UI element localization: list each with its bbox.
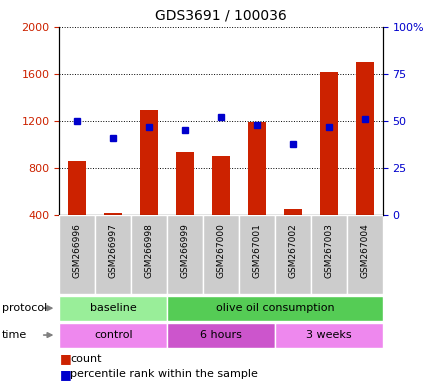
Bar: [275, 215, 311, 294]
Text: ■: ■: [59, 368, 71, 381]
Text: olive oil consumption: olive oil consumption: [216, 303, 334, 313]
Text: 6 hours: 6 hours: [200, 330, 242, 340]
Text: count: count: [70, 354, 102, 364]
Text: GSM266997: GSM266997: [109, 223, 118, 278]
Bar: [167, 215, 203, 294]
Title: GDS3691 / 100036: GDS3691 / 100036: [155, 9, 287, 23]
Text: 3 weeks: 3 weeks: [306, 330, 352, 340]
Text: ■: ■: [59, 353, 71, 366]
Text: GSM267002: GSM267002: [289, 223, 297, 278]
Bar: [59, 215, 95, 294]
Bar: [248, 122, 266, 215]
Bar: [140, 110, 158, 215]
Bar: [104, 213, 122, 215]
Bar: [59, 323, 167, 348]
Text: GSM267004: GSM267004: [360, 223, 369, 278]
Bar: [167, 296, 383, 321]
Bar: [212, 156, 230, 215]
Bar: [275, 323, 383, 348]
Text: time: time: [2, 330, 27, 340]
Text: protocol: protocol: [2, 303, 48, 313]
Bar: [356, 62, 374, 215]
Text: GSM267001: GSM267001: [253, 223, 261, 278]
Bar: [320, 71, 338, 215]
Bar: [95, 215, 131, 294]
Bar: [59, 296, 167, 321]
Bar: [284, 209, 302, 215]
Bar: [239, 215, 275, 294]
Text: GSM267000: GSM267000: [216, 223, 226, 278]
Text: GSM267003: GSM267003: [324, 223, 334, 278]
Text: baseline: baseline: [90, 303, 137, 313]
Bar: [131, 215, 167, 294]
Bar: [176, 152, 194, 215]
Bar: [68, 161, 86, 215]
Text: GSM266998: GSM266998: [145, 223, 154, 278]
Bar: [347, 215, 383, 294]
Text: GSM266999: GSM266999: [181, 223, 190, 278]
Bar: [311, 215, 347, 294]
Text: GSM266996: GSM266996: [73, 223, 82, 278]
Bar: [167, 323, 275, 348]
Text: percentile rank within the sample: percentile rank within the sample: [70, 369, 258, 379]
Bar: [203, 215, 239, 294]
Text: control: control: [94, 330, 132, 340]
